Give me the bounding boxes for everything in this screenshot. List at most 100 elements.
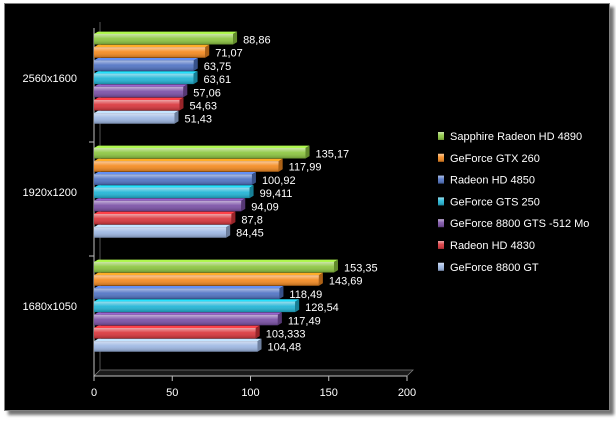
bar-shine: [94, 227, 227, 238]
bar-top: [94, 71, 198, 74]
legend-swatch-shine: [438, 132, 444, 140]
category-label: 1920x1200: [23, 187, 77, 199]
bar-top: [94, 286, 284, 289]
bar-end: [233, 31, 238, 45]
legend-swatch-shine: [438, 153, 444, 162]
legend-swatch-shine: [438, 197, 444, 206]
category-label: 2560x1600: [23, 73, 77, 85]
legend-label: GeForce 8800 GTS -512 Mo: [450, 218, 589, 230]
bar-top: [94, 110, 179, 114]
data-label: 117,99: [289, 162, 322, 174]
bar-end: [257, 338, 262, 352]
bar-end: [277, 312, 282, 326]
data-label: 143,69: [329, 276, 363, 288]
legend-swatch-shine: [438, 262, 444, 271]
data-label: 84,45: [236, 228, 264, 240]
bar-shine: [94, 288, 280, 299]
data-label: 51,43: [184, 114, 212, 126]
bar-end: [205, 44, 210, 58]
legend-label: GeForce GTX 260: [450, 153, 540, 165]
bar-shine: [94, 100, 180, 111]
bar-shine: [94, 301, 296, 313]
bar-shine: [94, 73, 194, 85]
bar-top: [94, 31, 238, 34]
bar-shine: [94, 341, 258, 352]
bar-end: [179, 97, 184, 111]
legend-swatch-shine: [438, 175, 444, 184]
legend-item: Sapphire Radeon HD 4890: [438, 131, 582, 143]
bar-top: [94, 224, 231, 228]
data-label: 87,8: [241, 215, 262, 227]
legend-item: Radeon HD 4850: [438, 175, 535, 187]
bar-shine: [94, 34, 234, 45]
legend-label: Radeon HD 4830: [450, 240, 535, 252]
bar-top: [94, 97, 184, 100]
bar-shine: [94, 187, 250, 199]
bar-end: [333, 259, 338, 273]
data-label: 71,07: [215, 48, 243, 60]
bar-top: [94, 338, 262, 342]
bar-end: [305, 145, 310, 159]
bar-end: [241, 198, 246, 212]
bar-end: [231, 211, 236, 225]
data-label: 135,17: [316, 149, 350, 161]
bar-shine: [94, 174, 252, 185]
axis-layer: 2560x1600 1920x1200 1680x1050 0 50 100 150 200: [23, 73, 417, 399]
bar-shine: [94, 314, 278, 326]
x-tick-label: 100: [241, 387, 259, 399]
bar-shine: [94, 275, 319, 286]
x-tick-label: 200: [398, 387, 416, 399]
x-tick-label: 50: [166, 387, 178, 399]
data-label: 117,49: [288, 315, 321, 327]
bar-top: [94, 211, 236, 214]
bar-shine: [94, 161, 279, 172]
legend-label: GeForce GTS 250: [450, 196, 540, 208]
bar-top: [94, 299, 300, 302]
data-label: 104,48: [268, 342, 302, 354]
data-label: 63,75: [204, 61, 232, 73]
bar-end: [193, 58, 198, 71]
bar-end: [318, 272, 323, 286]
bar-end: [295, 299, 300, 313]
bar-top: [94, 259, 338, 262]
x-tick-label: 150: [320, 387, 338, 399]
bar-top: [94, 325, 260, 328]
bar-top: [94, 145, 310, 148]
bar-end: [251, 172, 256, 185]
legend-item: GeForce GTX 260: [438, 153, 540, 165]
legend-label: GeForce 8800 GT: [450, 262, 539, 274]
bar-top: [94, 272, 323, 276]
bar-end: [279, 286, 284, 299]
bar-top: [94, 198, 246, 201]
bar-shine: [94, 113, 175, 124]
chart-frame: 88,86 71,07 63,75 63,61 57,06 54,63 51,43 135,1…: [4, 3, 610, 411]
bar-shine: [94, 328, 256, 339]
data-label: 103,333: [266, 329, 306, 341]
legend-item: Radeon HD 4830: [438, 240, 535, 252]
bar-end: [278, 158, 283, 172]
bar-shine: [94, 148, 306, 159]
legend-item: GeForce 8800 GT: [438, 262, 539, 274]
bar-top: [94, 58, 198, 61]
plot-floor: [93, 369, 414, 377]
data-label: 63,61: [204, 74, 232, 86]
bar-end: [193, 71, 198, 85]
data-label: 128,54: [305, 302, 339, 314]
data-label: 100,92: [262, 175, 296, 187]
data-label: 118,49: [289, 289, 322, 301]
bar-top: [94, 312, 282, 315]
data-label: 88,86: [243, 35, 271, 47]
bar-end: [226, 224, 231, 238]
legend-label: Radeon HD 4850: [450, 175, 535, 187]
x-tick-label: 0: [91, 387, 97, 399]
data-label: 57,06: [193, 87, 221, 99]
bar-top: [94, 44, 210, 48]
bar-shine: [94, 60, 194, 71]
legend-label: Sapphire Radeon HD 4890: [450, 131, 582, 143]
data-label: 99,411: [260, 188, 293, 200]
legend-item: GeForce GTS 250: [438, 196, 540, 208]
